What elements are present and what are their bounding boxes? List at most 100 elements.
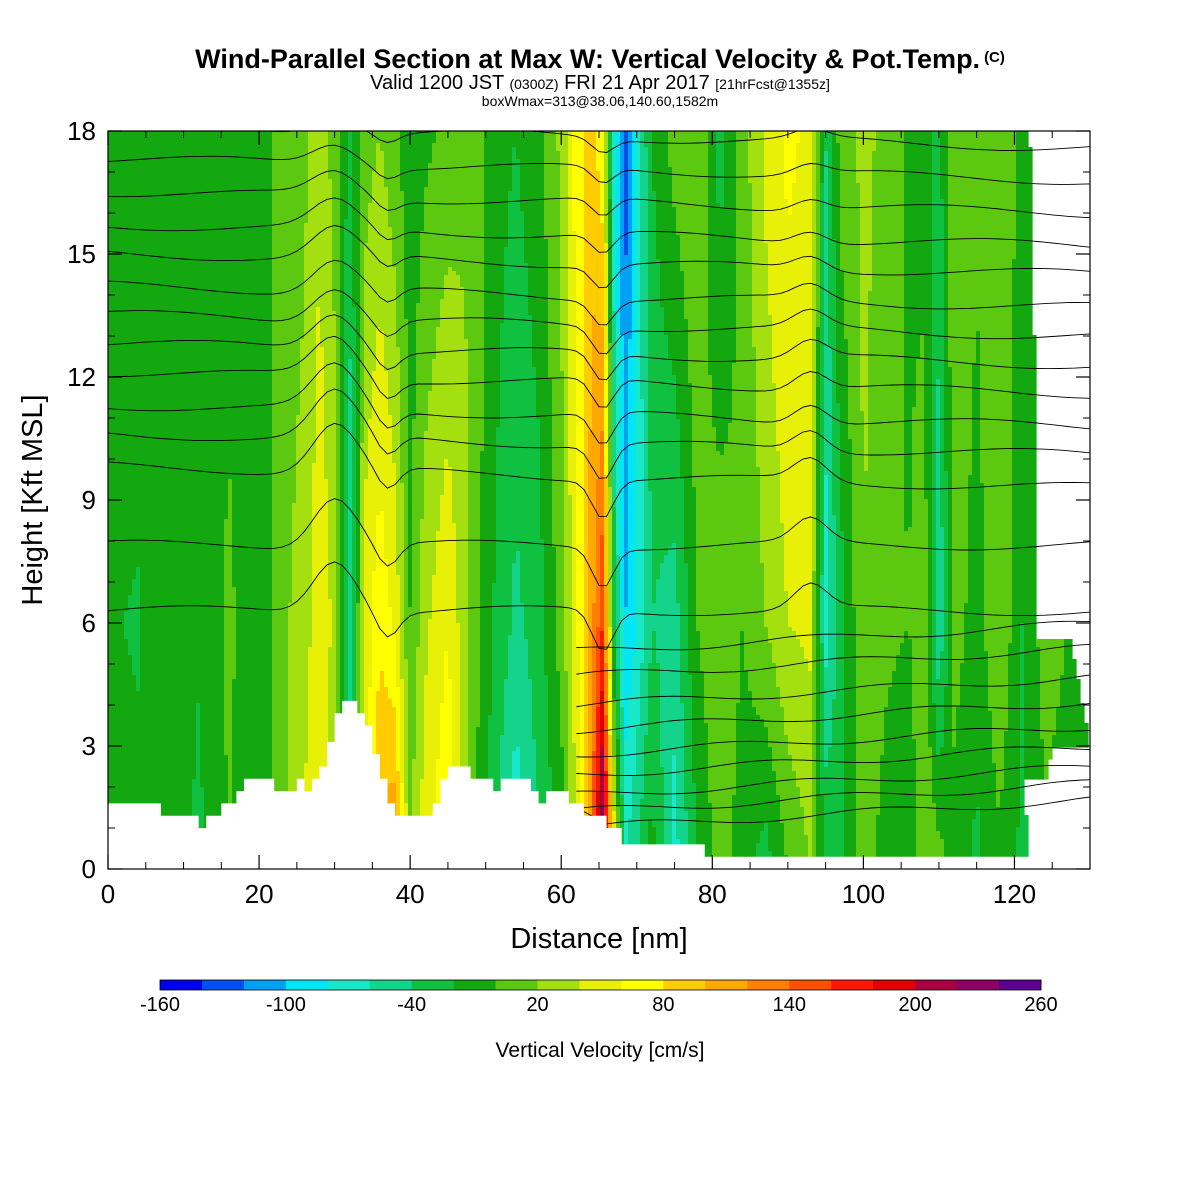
velocity-cell [904, 279, 933, 284]
velocity-cell [352, 163, 361, 168]
velocity-cell [612, 379, 617, 384]
velocity-cell [632, 231, 637, 236]
velocity-cell [620, 319, 633, 324]
velocity-cell [620, 371, 625, 376]
velocity-cell [436, 131, 485, 136]
velocity-cell [332, 299, 341, 304]
velocity-cell [708, 219, 737, 224]
velocity-cell [944, 455, 953, 460]
velocity-cell [392, 239, 405, 244]
velocity-cell [824, 131, 833, 136]
velocity-cell [932, 227, 945, 232]
velocity-cell [612, 247, 617, 252]
velocity-cell [484, 231, 509, 236]
velocity-cell [1012, 271, 1033, 276]
velocity-cell [708, 247, 737, 252]
velocity-cell [620, 467, 625, 472]
velocity-cell [528, 279, 549, 284]
velocity-cell [1016, 215, 1033, 220]
velocity-cell [712, 407, 733, 412]
velocity-cell [708, 223, 737, 228]
velocity-cell [376, 335, 385, 340]
velocity-cell [584, 267, 605, 272]
velocity-cell [568, 239, 577, 244]
velocity-cell [920, 343, 925, 348]
velocity-cell [872, 287, 905, 292]
velocity-cell [940, 451, 945, 456]
velocity-cell [272, 359, 301, 364]
velocity-cell [864, 455, 869, 460]
velocity-cell [612, 315, 617, 320]
velocity-cell [824, 327, 829, 332]
velocity-cell [572, 223, 585, 228]
velocity-cell [648, 411, 677, 416]
velocity-cell [404, 215, 425, 220]
velocity-cell [936, 471, 941, 476]
velocity-cell [932, 131, 941, 136]
velocity-cell [108, 135, 273, 140]
velocity-cell [624, 215, 629, 220]
velocity-cell [936, 407, 941, 412]
velocity-cell [980, 343, 1013, 348]
velocity-cell [108, 411, 273, 416]
velocity-cell [564, 375, 569, 380]
velocity-cell [860, 247, 873, 252]
velocity-cell [688, 367, 709, 372]
velocity-cell [300, 395, 317, 400]
velocity-cell [316, 367, 325, 372]
velocity-cell [736, 231, 753, 236]
velocity-cell [836, 299, 845, 304]
velocity-cell [484, 419, 501, 424]
velocity-cell [952, 447, 973, 452]
velocity-cell [748, 163, 765, 168]
velocity-cell [304, 227, 333, 232]
velocity-cell [708, 211, 737, 216]
velocity-cell [944, 399, 953, 404]
velocity-cell [624, 439, 629, 444]
velocity-cell [272, 331, 305, 336]
velocity-cell [340, 279, 345, 284]
velocity-cell [568, 459, 577, 464]
velocity-cell [416, 319, 441, 324]
velocity-cell [376, 367, 385, 372]
velocity-cell [584, 131, 597, 136]
velocity-cell [588, 431, 601, 436]
velocity-cell [980, 383, 1013, 388]
velocity-cell [692, 455, 757, 460]
velocity-cell [576, 371, 585, 376]
velocity-cell [540, 443, 553, 448]
velocity-cell [272, 159, 309, 164]
velocity-cell [424, 211, 485, 216]
velocity-cell [940, 459, 945, 464]
velocity-cell [504, 275, 529, 280]
velocity-cell [944, 303, 949, 308]
velocity-cell [548, 367, 561, 372]
velocity-cell [560, 159, 569, 164]
velocity-cell [576, 295, 585, 300]
velocity-cell [616, 423, 621, 428]
box-info: boxWmax=313@38.06,140.60,1582m [481, 93, 719, 109]
velocity-cell [772, 371, 813, 376]
velocity-cell [820, 291, 825, 296]
velocity-cell [396, 471, 401, 476]
velocity-cell [464, 295, 485, 300]
velocity-cell [752, 207, 765, 212]
velocity-cell [272, 151, 309, 156]
velocity-cell [604, 143, 609, 148]
velocity-cell [948, 199, 1017, 204]
velocity-cell [644, 143, 653, 148]
velocity-cell [608, 439, 613, 444]
velocity-cell [468, 351, 485, 356]
velocity-cell [612, 159, 617, 164]
velocity-cell [468, 383, 485, 388]
velocity-cell [924, 359, 933, 364]
velocity-cell [568, 227, 573, 232]
velocity-cell [824, 215, 829, 220]
velocity-cell [608, 267, 613, 272]
velocity-cell [932, 159, 941, 164]
velocity-cell [324, 391, 337, 396]
velocity-cell [752, 247, 769, 252]
velocity-cell [932, 455, 937, 460]
velocity-cell [352, 179, 361, 184]
velocity-cell [756, 447, 777, 452]
